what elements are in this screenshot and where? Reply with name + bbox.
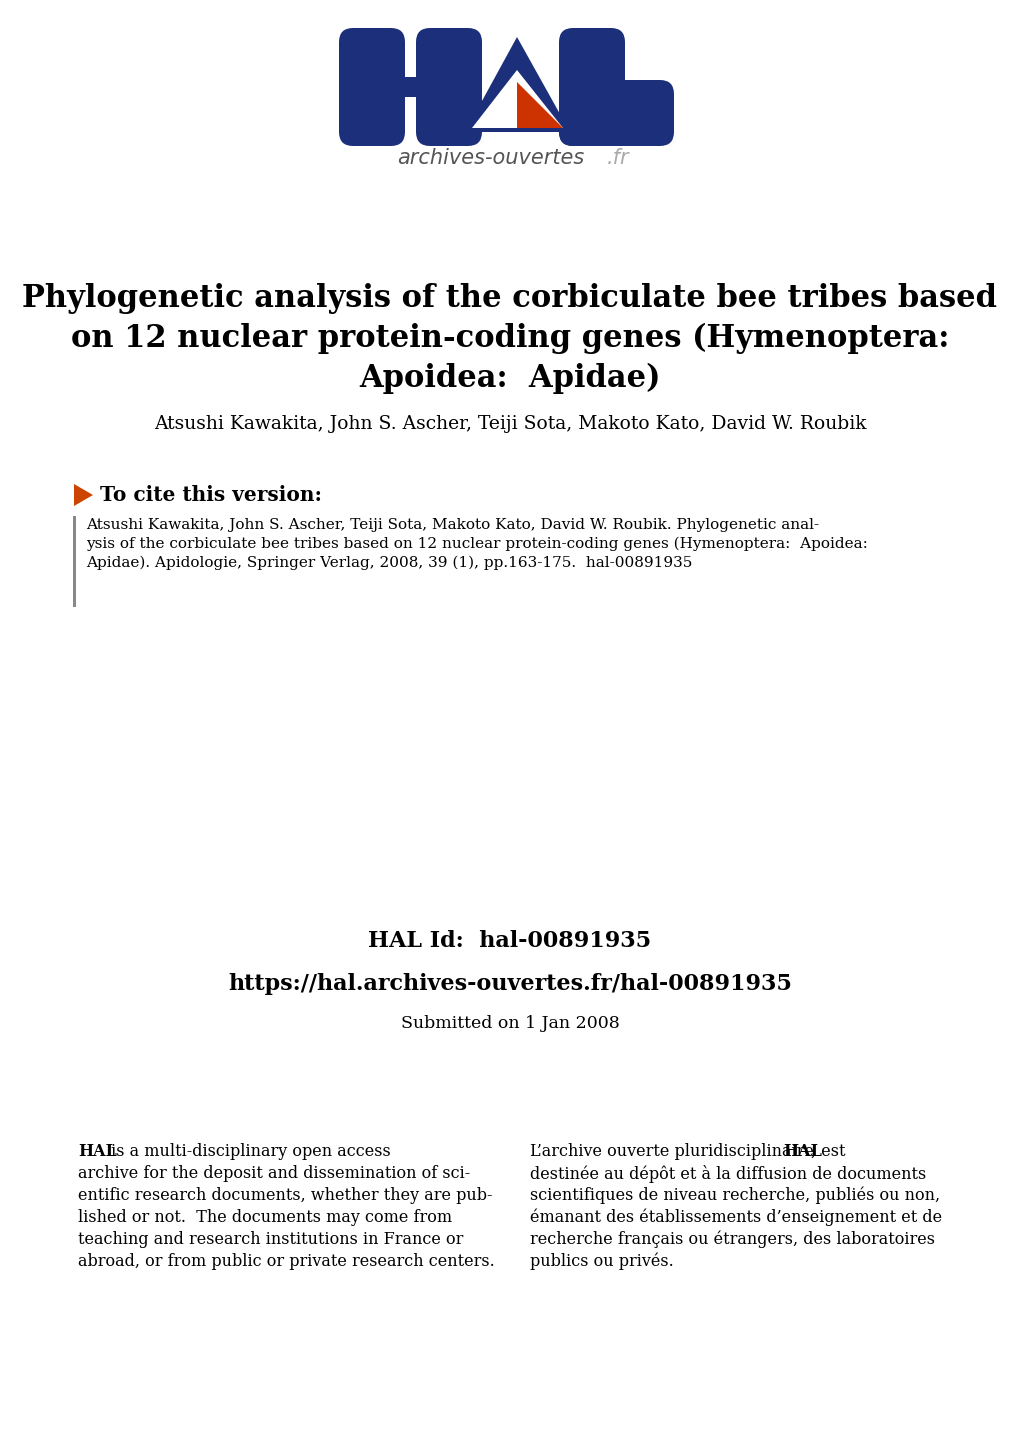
- Polygon shape: [472, 71, 562, 128]
- Text: on 12 nuclear protein-coding genes (Hymenoptera:: on 12 nuclear protein-coding genes (Hyme…: [70, 323, 949, 355]
- Text: HAL Id:  hal-00891935: HAL Id: hal-00891935: [368, 930, 651, 952]
- Text: https://hal.archives-ouvertes.fr/hal-00891935: https://hal.archives-ouvertes.fr/hal-008…: [228, 973, 791, 995]
- Text: Submitted on 1 Jan 2008: Submitted on 1 Jan 2008: [400, 1015, 619, 1032]
- Polygon shape: [465, 37, 570, 133]
- Text: Apidae). Apidologie, Springer Verlag, 2008, 39 (1), pp.163-175.  hal-00891935: Apidae). Apidologie, Springer Verlag, 20…: [86, 557, 692, 571]
- Text: To cite this version:: To cite this version:: [100, 485, 322, 505]
- Text: émanant des établissements d’enseignement et de: émanant des établissements d’enseignemen…: [530, 1208, 942, 1227]
- Text: .fr: .fr: [606, 149, 629, 169]
- FancyBboxPatch shape: [558, 79, 674, 146]
- Text: archive for the deposit and dissemination of sci-: archive for the deposit and disseminatio…: [77, 1165, 470, 1182]
- FancyBboxPatch shape: [338, 27, 405, 146]
- Text: L’archive ouverte pluridisciplinaire: L’archive ouverte pluridisciplinaire: [530, 1144, 818, 1159]
- Text: HAL: HAL: [77, 1144, 117, 1159]
- Bar: [73, 516, 76, 607]
- Text: abroad, or from public or private research centers.: abroad, or from public or private resear…: [77, 1253, 494, 1270]
- Text: Phylogenetic analysis of the corbiculate bee tribes based: Phylogenetic analysis of the corbiculate…: [22, 283, 997, 314]
- Text: Atsushi Kawakita, John S. Ascher, Teiji Sota, Makoto Kato, David W. Roubik: Atsushi Kawakita, John S. Ascher, Teiji …: [154, 415, 865, 433]
- Bar: [353, 76, 468, 97]
- Text: lished or not.  The documents may come from: lished or not. The documents may come fr…: [77, 1208, 451, 1226]
- Text: HAL: HAL: [783, 1144, 821, 1159]
- Text: publics ou privés.: publics ou privés.: [530, 1253, 674, 1270]
- Polygon shape: [74, 485, 93, 506]
- Text: archives-ouvertes: archives-ouvertes: [397, 149, 584, 169]
- Text: destinée au dépôt et à la diffusion de documents: destinée au dépôt et à la diffusion de d…: [530, 1165, 925, 1182]
- Bar: [573, 108, 659, 133]
- Text: entific research documents, whether they are pub-: entific research documents, whether they…: [77, 1187, 492, 1204]
- FancyBboxPatch shape: [416, 27, 482, 146]
- Text: Atsushi Kawakita, John S. Ascher, Teiji Sota, Makoto Kato, David W. Roubik. Phyl: Atsushi Kawakita, John S. Ascher, Teiji …: [86, 518, 818, 532]
- Text: Apoidea:  Apidae): Apoidea: Apidae): [359, 363, 660, 394]
- Text: scientifiques de niveau recherche, publiés ou non,: scientifiques de niveau recherche, publi…: [530, 1187, 940, 1204]
- FancyBboxPatch shape: [558, 27, 625, 146]
- Polygon shape: [517, 82, 562, 128]
- Text: recherche français ou étrangers, des laboratoires: recherche français ou étrangers, des lab…: [530, 1231, 934, 1249]
- Text: teaching and research institutions in France or: teaching and research institutions in Fr…: [77, 1231, 463, 1247]
- Text: is a multi-disciplinary open access: is a multi-disciplinary open access: [106, 1144, 390, 1159]
- Text: ysis of the corbiculate bee tribes based on 12 nuclear protein-coding genes (Hym: ysis of the corbiculate bee tribes based…: [86, 536, 867, 551]
- Text: , est: , est: [810, 1144, 845, 1159]
